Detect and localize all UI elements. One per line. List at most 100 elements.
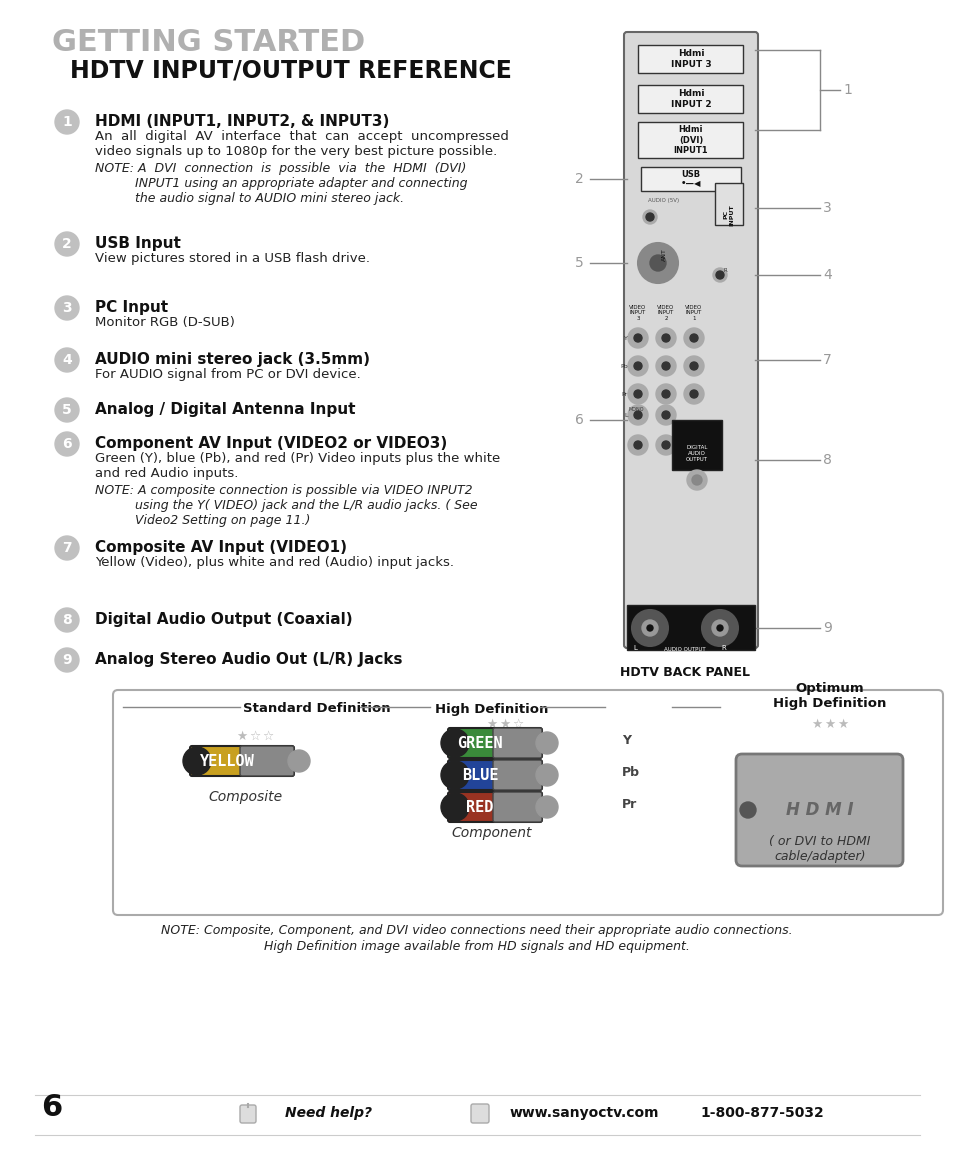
Text: INPUT1: INPUT1 [673, 146, 707, 155]
FancyBboxPatch shape [493, 760, 541, 790]
Circle shape [627, 328, 647, 348]
Text: ( or DVI to HDMI
cable/adapter): ( or DVI to HDMI cable/adapter) [768, 834, 870, 863]
Text: Y: Y [621, 734, 630, 746]
Text: H D M I: H D M I [785, 801, 853, 819]
Text: ☆: ☆ [262, 730, 274, 743]
FancyBboxPatch shape [240, 746, 294, 777]
Text: Hdmi: Hdmi [677, 49, 703, 58]
Text: NOTE: A  DVI  connection  is  possible  via  the  HDMI  (DVI)
          INPUT1 u: NOTE: A DVI connection is possible via t… [95, 162, 467, 205]
Circle shape [627, 404, 647, 425]
Circle shape [711, 620, 727, 636]
Text: HDTV INPUT/OUTPUT REFERENCE: HDTV INPUT/OUTPUT REFERENCE [70, 58, 512, 82]
Text: HDTV BACK PANEL: HDTV BACK PANEL [619, 666, 749, 679]
Circle shape [627, 435, 647, 455]
Text: (DVI): (DVI) [679, 136, 702, 145]
Text: L: L [633, 646, 637, 651]
Text: ★: ★ [823, 717, 835, 731]
Text: HDMI (INPUT1, INPUT2, & INPUT3): HDMI (INPUT1, INPUT2, & INPUT3) [95, 114, 389, 129]
FancyBboxPatch shape [448, 792, 541, 822]
Circle shape [536, 764, 558, 786]
Text: 6: 6 [41, 1093, 63, 1123]
Circle shape [649, 255, 665, 271]
Circle shape [661, 334, 669, 342]
Circle shape [55, 648, 79, 672]
Circle shape [55, 110, 79, 134]
Circle shape [440, 793, 469, 821]
FancyBboxPatch shape [471, 1105, 489, 1123]
Text: INPUT 2: INPUT 2 [670, 100, 711, 109]
Text: BLUE: BLUE [461, 767, 497, 782]
Text: PC Input: PC Input [95, 300, 168, 315]
Circle shape [440, 729, 469, 757]
Circle shape [634, 362, 641, 370]
Circle shape [55, 608, 79, 632]
FancyBboxPatch shape [640, 167, 740, 191]
Text: 6: 6 [575, 413, 583, 427]
Circle shape [536, 732, 558, 755]
FancyBboxPatch shape [448, 760, 541, 790]
Circle shape [55, 296, 79, 320]
Circle shape [536, 796, 558, 818]
Text: Analog / Digital Antenna Input: Analog / Digital Antenna Input [95, 402, 355, 417]
Circle shape [55, 232, 79, 256]
Text: L: L [624, 413, 627, 417]
Text: •—◀: •—◀ [680, 180, 700, 188]
Text: 2: 2 [575, 172, 583, 185]
Text: High Definition image available from HD signals and HD equipment.: High Definition image available from HD … [264, 940, 689, 953]
Text: High Definition: High Definition [435, 702, 548, 715]
Text: For AUDIO signal from PC or DVI device.: For AUDIO signal from PC or DVI device. [95, 369, 360, 381]
Text: Pb: Pb [621, 765, 639, 779]
Circle shape [686, 471, 706, 490]
FancyBboxPatch shape [735, 755, 902, 866]
Text: Yellow (Video), plus white and red (Audio) input jacks.: Yellow (Video), plus white and red (Audi… [95, 556, 454, 569]
Text: VIDEO
INPUT
2: VIDEO INPUT 2 [657, 305, 674, 321]
FancyBboxPatch shape [638, 85, 742, 112]
Circle shape [701, 610, 738, 646]
Circle shape [712, 268, 726, 282]
Circle shape [661, 389, 669, 398]
Text: Composite AV Input (VIDEO1): Composite AV Input (VIDEO1) [95, 540, 347, 555]
Text: 8: 8 [62, 613, 71, 627]
Text: R: R [720, 646, 725, 651]
Circle shape [55, 432, 79, 455]
Text: VIDEO
INPUT
1: VIDEO INPUT 1 [684, 305, 702, 321]
Text: R: R [723, 268, 727, 274]
Text: Pr: Pr [621, 392, 627, 396]
Text: YELLOW: YELLOW [199, 753, 254, 768]
Circle shape [627, 384, 647, 404]
Text: ☆: ☆ [512, 717, 523, 731]
Circle shape [638, 243, 678, 283]
Text: 4: 4 [62, 353, 71, 367]
Circle shape [646, 625, 652, 630]
Text: USB: USB [680, 169, 700, 178]
Text: INPUT 3: INPUT 3 [670, 60, 711, 70]
Circle shape [634, 442, 641, 449]
Circle shape [288, 750, 310, 772]
Circle shape [183, 748, 211, 775]
FancyBboxPatch shape [448, 728, 541, 758]
Circle shape [717, 625, 722, 630]
FancyBboxPatch shape [638, 122, 742, 158]
Circle shape [642, 210, 657, 224]
Text: Component AV Input (VIDEO2 or VIDEO3): Component AV Input (VIDEO2 or VIDEO3) [95, 436, 447, 451]
Circle shape [55, 535, 79, 560]
Circle shape [656, 404, 676, 425]
Text: NOTE: Composite, Component, and DVI video connections need their appropriate aud: NOTE: Composite, Component, and DVI vide… [161, 924, 792, 936]
Text: Hdmi: Hdmi [678, 125, 702, 134]
FancyBboxPatch shape [623, 32, 758, 648]
Text: Hdmi: Hdmi [677, 89, 703, 97]
Circle shape [661, 411, 669, 420]
Text: ★: ★ [486, 717, 497, 731]
FancyBboxPatch shape [190, 746, 294, 777]
Text: 7: 7 [62, 541, 71, 555]
FancyBboxPatch shape [493, 728, 541, 758]
Text: 3: 3 [62, 301, 71, 315]
FancyBboxPatch shape [493, 792, 541, 822]
Text: 8: 8 [822, 453, 831, 467]
Text: Pb: Pb [619, 364, 627, 369]
Text: AUDIO OUTPUT: AUDIO OUTPUT [663, 647, 705, 653]
Circle shape [634, 334, 641, 342]
Text: 2: 2 [62, 236, 71, 252]
Text: Composite: Composite [208, 790, 282, 804]
Text: Standard Definition: Standard Definition [243, 702, 390, 715]
